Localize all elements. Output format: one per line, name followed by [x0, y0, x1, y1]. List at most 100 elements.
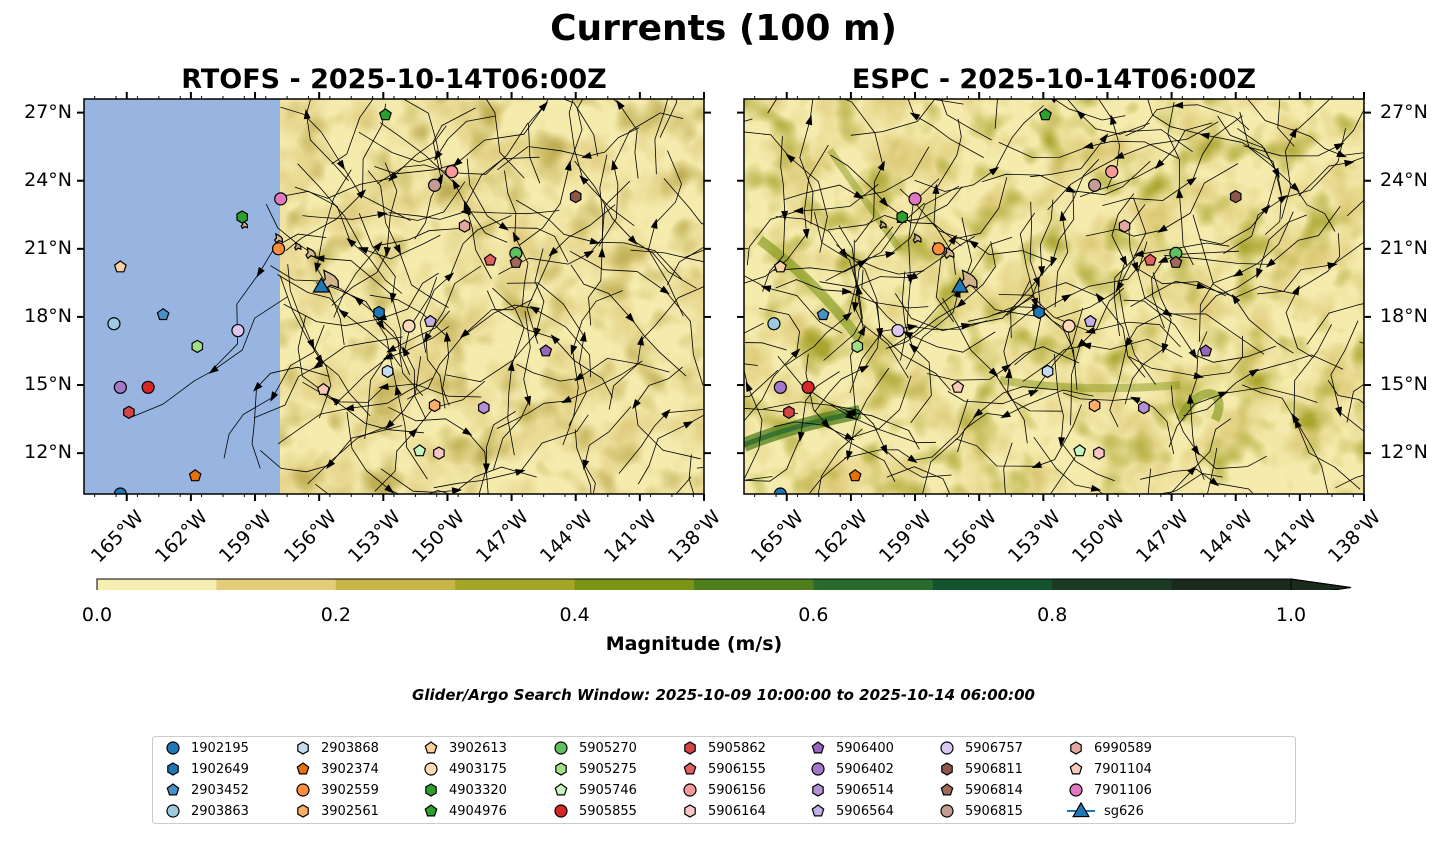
streamline-arrow [705, 351, 715, 360]
streamline-arrow [793, 207, 804, 215]
streamline-arrow [1130, 396, 1141, 404]
espc-map-area [705, 34, 1364, 494]
streamline-arrow [1133, 250, 1144, 258]
legend-label: 3902561 [321, 803, 379, 819]
streamline-arrow [988, 34, 995, 44]
streamline-arrow [382, 352, 394, 360]
marker-5906814 [1169, 255, 1183, 268]
streamline-arrow [683, 421, 694, 429]
streamline [1306, 303, 1364, 345]
marker-2903452 [156, 307, 170, 321]
streamline-arrow [846, 450, 853, 461]
legend-marker-5905855 [554, 804, 568, 818]
legend-marker-5905270 [554, 741, 568, 755]
streamline-arrow [452, 179, 461, 190]
legend-symbol [1069, 783, 1083, 797]
streamline [654, 99, 669, 175]
marker-4903320 [896, 210, 909, 224]
lat-tick-label: 18°N [1380, 304, 1428, 327]
streamline [666, 246, 704, 286]
streamline-arrow [1227, 75, 1236, 85]
streamline-arrow [973, 408, 984, 418]
axis-ticks [77, 92, 1371, 501]
marker-5906400 [539, 344, 553, 357]
legend-item: 5905855 [551, 801, 637, 821]
streamline-arrow [208, 365, 219, 374]
streamline-arrow [1154, 159, 1165, 170]
streamline-arrow [858, 365, 870, 373]
streamline-arrow [546, 92, 557, 99]
legend-label: 2903868 [321, 740, 379, 756]
legend-symbol [1069, 762, 1083, 775]
legend-item: 5905275 [551, 759, 637, 779]
legend-item: 3902613 [421, 738, 507, 758]
streamline-arrow [1090, 484, 1102, 492]
streamline-arrow [1232, 268, 1244, 277]
legend-marker-5905862 [684, 741, 696, 755]
streamline-arrow [598, 247, 606, 258]
streamline-arrow [1085, 326, 1096, 334]
legend-marker-4903320 [425, 783, 437, 797]
legend-symbol [554, 741, 568, 755]
legend-item: 3902561 [293, 801, 379, 821]
streamline-arrow [1081, 342, 1092, 350]
legend-symbol [424, 762, 438, 776]
legend-marker-2903863 [166, 804, 180, 818]
legend-symbol [811, 762, 825, 776]
streamline-arrow [781, 210, 789, 221]
streamline-arrow [512, 231, 521, 243]
streamline-arrow [374, 86, 383, 96]
streamline-arrow [1186, 177, 1197, 186]
legend-marker-6990589 [1070, 741, 1082, 755]
streamline-arrow [1291, 413, 1300, 424]
streamline-arrow [616, 99, 625, 110]
legend-marker-5906814 [940, 783, 954, 796]
streamline-arrow [548, 247, 559, 257]
streamline-arrow [393, 244, 401, 255]
legend-symbol [1070, 741, 1082, 755]
streamline-arrow [1187, 393, 1194, 404]
streamline-arrow [354, 296, 364, 306]
legend-label: 4903175 [449, 761, 507, 777]
streamline [930, 99, 964, 105]
streamline-arrow [1031, 461, 1043, 468]
streamline-arrow [423, 332, 432, 343]
marker-2903863 [107, 317, 121, 331]
colorbar-bin [1052, 579, 1173, 590]
lat-tick-label: 21°N [1380, 236, 1428, 259]
legend-label: 5905746 [579, 782, 637, 798]
streamline [402, 99, 443, 170]
legend-label: 3902374 [321, 761, 379, 777]
marker-3902374 [848, 469, 862, 482]
legend-symbol [425, 783, 437, 797]
streamline-arrow [1033, 276, 1040, 288]
streamline-arrow [627, 235, 638, 245]
streamline-arrow [842, 312, 853, 322]
streamline-arrow [988, 367, 999, 377]
marker-4903320 [236, 210, 248, 224]
legend-label: 1902195 [191, 740, 249, 756]
lat-tick-label: 18°N [24, 304, 72, 327]
legend-marker-5906757 [940, 741, 954, 755]
streamline-arrow [637, 335, 644, 346]
streamline-arrow [1099, 133, 1109, 144]
streamline-arrow [1083, 142, 1094, 149]
legend-label: 5906402 [836, 761, 894, 777]
marker-5906514 [478, 401, 490, 415]
legend-symbol [683, 783, 697, 797]
search-window-text: Glider/Argo Search Window: 2025-10-09 10… [412, 686, 1035, 704]
legend-label: 5906164 [708, 803, 766, 819]
colorbar-tick-label: 0.6 [798, 604, 829, 626]
streamline-arrow [1124, 337, 1133, 348]
legend-label: 5906564 [836, 803, 894, 819]
marker-sg626 [312, 277, 331, 293]
streamline-arrow [408, 427, 418, 438]
marker-6990589 [458, 219, 471, 233]
marker-2903868 [1041, 364, 1054, 379]
marker-6990589 [1118, 219, 1131, 233]
legend-label: 5905862 [708, 740, 766, 756]
streamline-arrow [452, 157, 463, 167]
figure-title: Currents (100 m) [550, 8, 897, 49]
legend-marker-3902374 [296, 762, 310, 775]
marker-5906814 [509, 255, 523, 268]
